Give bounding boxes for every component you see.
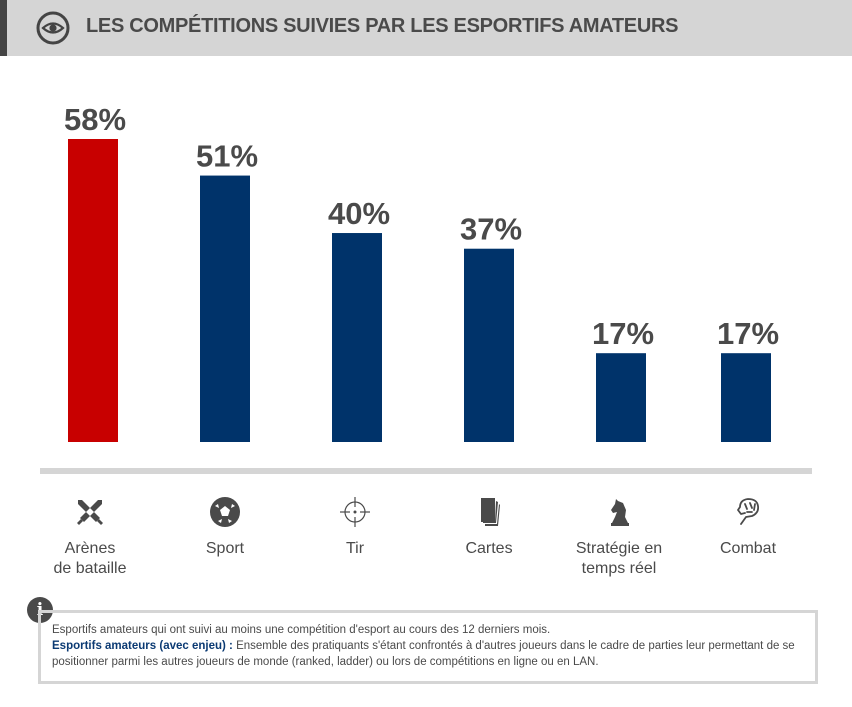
- crossed-swords-icon: [77, 500, 103, 525]
- note-text: Esportifs amateurs qui ont suivi au moin…: [52, 622, 812, 670]
- page-title: LES COMPÉTITIONS SUIVIES PAR LES ESPORTI…: [86, 15, 679, 37]
- cards-icon: [481, 498, 500, 526]
- soccer-ball-icon: [210, 497, 240, 527]
- category-label-line: Arènes: [64, 540, 116, 557]
- chess-knight-icon: [611, 499, 629, 526]
- note-definition-text: Ensemble des pratiquants s'étant confron…: [52, 640, 795, 668]
- category-1: Sport: [160, 495, 290, 559]
- category-label-line: Cartes: [465, 540, 513, 557]
- category-label-line: Stratégie en: [575, 540, 663, 557]
- eye-icon: [36, 11, 70, 45]
- category-0: Arènes de bataille: [25, 495, 155, 579]
- category-label: Combat: [683, 539, 813, 559]
- bar-3: [464, 248, 514, 442]
- note-bold-label: Esportifs amateurs (avec enjeu) :: [52, 640, 233, 652]
- category-4: Stratégie en temps réel: [554, 495, 684, 579]
- data-label-3: 37%: [460, 212, 522, 247]
- note-line-1: Esportifs amateurs qui ont suivi au moin…: [52, 624, 551, 636]
- category-label: Cartes: [424, 539, 554, 559]
- bar-chart: 58% 51% 40% 37% 17% 17%: [64, 102, 779, 442]
- note-box: [38, 610, 818, 684]
- category-2: Tir: [290, 495, 420, 559]
- category-5: Combat: [683, 495, 813, 559]
- data-label-4: 17%: [592, 316, 654, 351]
- header-banner: LES COMPÉTITIONS SUIVIES PAR LES ESPORTI…: [0, 0, 852, 56]
- bar-1: [200, 175, 250, 442]
- x-axis-baseline: [40, 468, 812, 474]
- category-label-line: Sport: [205, 540, 245, 557]
- category-label-line: temps réel: [581, 560, 657, 577]
- header-edge: [0, 0, 7, 56]
- bar-4: [596, 353, 646, 442]
- data-label-1: 51%: [196, 139, 258, 174]
- category-label: Sport: [160, 539, 290, 559]
- category-3: Cartes: [424, 495, 554, 559]
- category-label: Stratégie en temps réel: [554, 539, 684, 579]
- bar-0: [68, 139, 118, 442]
- category-label: Tir: [290, 539, 420, 559]
- crosshair-icon: [340, 497, 370, 527]
- category-label-line: Combat: [719, 540, 777, 557]
- fist-icon: [737, 498, 760, 525]
- category-label-line: Tir: [345, 540, 365, 557]
- data-label-5: 17%: [717, 316, 779, 351]
- data-label-2: 40%: [328, 196, 390, 231]
- data-label-0: 58%: [64, 102, 126, 137]
- bar-2: [332, 233, 382, 442]
- category-label-line: de bataille: [53, 560, 127, 577]
- category-label: Arènes de bataille: [25, 539, 155, 579]
- bar-5: [721, 353, 771, 442]
- note-definition: Esportifs amateurs (avec enjeu) : Ensemb…: [52, 638, 812, 670]
